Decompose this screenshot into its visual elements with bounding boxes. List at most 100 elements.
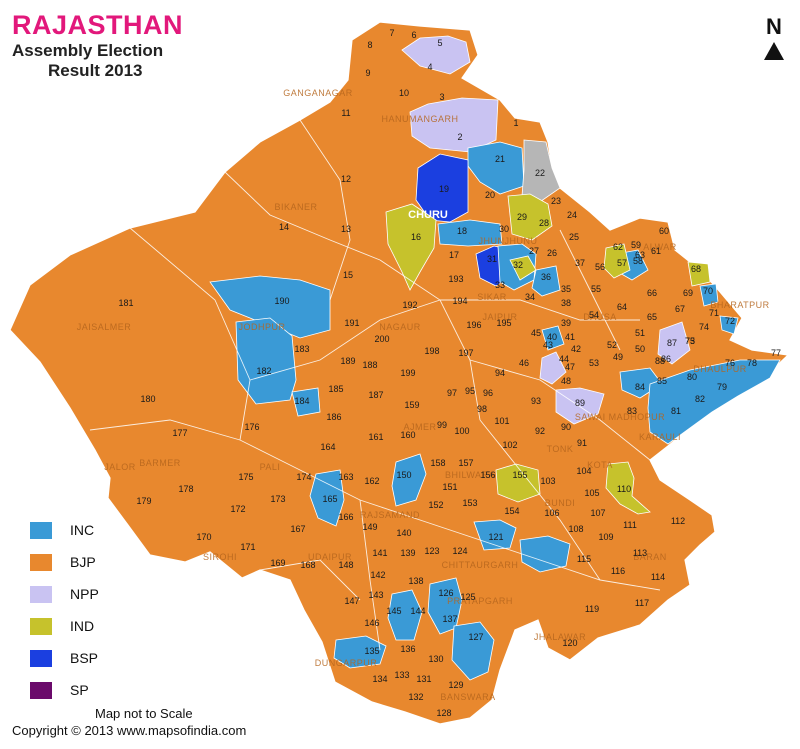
constituency-number: 100 (454, 426, 469, 436)
constituency-number: 167 (290, 524, 305, 534)
constituency-number: 198 (424, 346, 439, 356)
constituency-number: 178 (178, 484, 193, 494)
constituency-number: 172 (230, 504, 245, 514)
constituency-number: 181 (118, 298, 133, 308)
constituency-number: 151 (442, 482, 457, 492)
constituency-number: 180 (140, 394, 155, 404)
constituency-number: 176 (244, 422, 259, 432)
constituency-number: 13 (341, 224, 351, 234)
constituency-number: 54 (589, 310, 599, 320)
constituency-number: 130 (428, 654, 443, 664)
constituency-number: 11 (341, 108, 350, 118)
north-label: N (766, 14, 782, 39)
constituency-number: 190 (274, 296, 289, 306)
district-label: DHAULPUR (693, 364, 747, 374)
legend-item-bsp: BSP (30, 642, 99, 674)
map-subtitle: Assembly Election (12, 41, 164, 60)
district-label: KARAULI (639, 432, 681, 442)
constituency-number: 139 (400, 548, 415, 558)
constituency-number: 117 (635, 598, 649, 608)
legend-item-inc: INC (30, 514, 99, 546)
constituency-number: 168 (300, 560, 315, 570)
constituency-region (333, 635, 387, 669)
constituency-number: 134 (372, 674, 387, 684)
district-label: UDAIPUR (308, 552, 352, 562)
constituency-number: 136 (400, 644, 415, 654)
constituency-number: 169 (270, 558, 285, 568)
constituency-number: 106 (544, 508, 559, 518)
constituency-number: 63 (635, 250, 645, 260)
constituency-region (235, 317, 297, 405)
constituency-number: 119 (585, 604, 599, 614)
constituency-number: 152 (428, 500, 443, 510)
district-label: RAJSAMAND (360, 510, 420, 520)
district-label: ALWAR (643, 242, 677, 252)
district-label: JAIPUR (482, 312, 517, 322)
constituency-number: 185 (328, 384, 343, 394)
constituency-number: 128 (436, 708, 451, 718)
constituency-number: 73 (685, 336, 695, 346)
constituency-region (391, 453, 427, 507)
constituency-number: 5 (437, 38, 442, 48)
constituency-number: 105 (584, 488, 599, 498)
constituency-region (495, 463, 541, 503)
constituency-number: 32 (513, 260, 523, 270)
constituency-number: 35 (561, 284, 571, 294)
constituency-number: 195 (496, 318, 511, 328)
district-label: BIKANER (274, 202, 317, 212)
constituency-number: 186 (326, 412, 341, 422)
constituency-number: 1 (513, 118, 518, 128)
district-label: PRATAPGARH (447, 596, 513, 606)
constituency-number: 75 (685, 336, 695, 346)
constituency-number: 89 (575, 398, 585, 408)
constituency-number: 131 (416, 674, 431, 684)
district-label: BHILWARA (445, 470, 495, 480)
constituency-number: 30 (499, 224, 509, 234)
constituency-number: 144 (410, 606, 425, 616)
constituency-number: 114 (651, 572, 665, 582)
constituency-number: 28 (539, 218, 549, 228)
constituency-number: 38 (561, 298, 571, 308)
constituency-number: 51 (635, 328, 645, 338)
constituency-number: 26 (547, 248, 557, 258)
constituency-region (507, 193, 553, 241)
constituency-region (209, 275, 331, 339)
constituency-number: 165 (322, 494, 337, 504)
constituency-number: 164 (320, 442, 335, 452)
constituency-number: 78 (747, 358, 757, 368)
constituency-number: 24 (567, 210, 577, 220)
constituency-number: 192 (402, 300, 417, 310)
district-label: BHARATPUR (710, 300, 769, 310)
constituency-number: 121 (488, 532, 503, 542)
constituency-number: 126 (438, 588, 453, 598)
constituency-number: 193 (448, 274, 463, 284)
state-outline (9, 21, 790, 725)
constituency-number: 109 (598, 532, 613, 542)
constituency-number: 14 (279, 222, 289, 232)
constituency-number: 163 (338, 472, 353, 482)
legend-item-sp: SP (30, 674, 99, 706)
constituency-number: 133 (394, 670, 409, 680)
constituency-region (539, 351, 567, 385)
constituency-number: 196 (466, 320, 481, 330)
constituency-number: 3 (439, 92, 444, 102)
constituency-number: 37 (575, 258, 585, 268)
constituency-number: 41 (565, 332, 575, 342)
constituency-number: 55 (591, 284, 601, 294)
constituency-region (699, 283, 719, 307)
constituency-region (719, 315, 739, 335)
constituency-number: 102 (502, 440, 517, 450)
constituency-number: 22 (535, 168, 545, 178)
north-arrow-icon (764, 42, 784, 60)
constituency-number: 99 (437, 420, 447, 430)
district-label: BARMER (139, 458, 181, 468)
constituency-number: 53 (589, 358, 599, 368)
constituency-region (519, 535, 571, 573)
constituency-number: 135 (364, 646, 379, 656)
constituency-number: 96 (483, 388, 493, 398)
constituency-number: 16 (411, 232, 421, 242)
constituency-number: 25 (569, 232, 579, 242)
constituency-number: 86 (661, 354, 671, 364)
district-label: GANGANAGAR (283, 88, 353, 98)
